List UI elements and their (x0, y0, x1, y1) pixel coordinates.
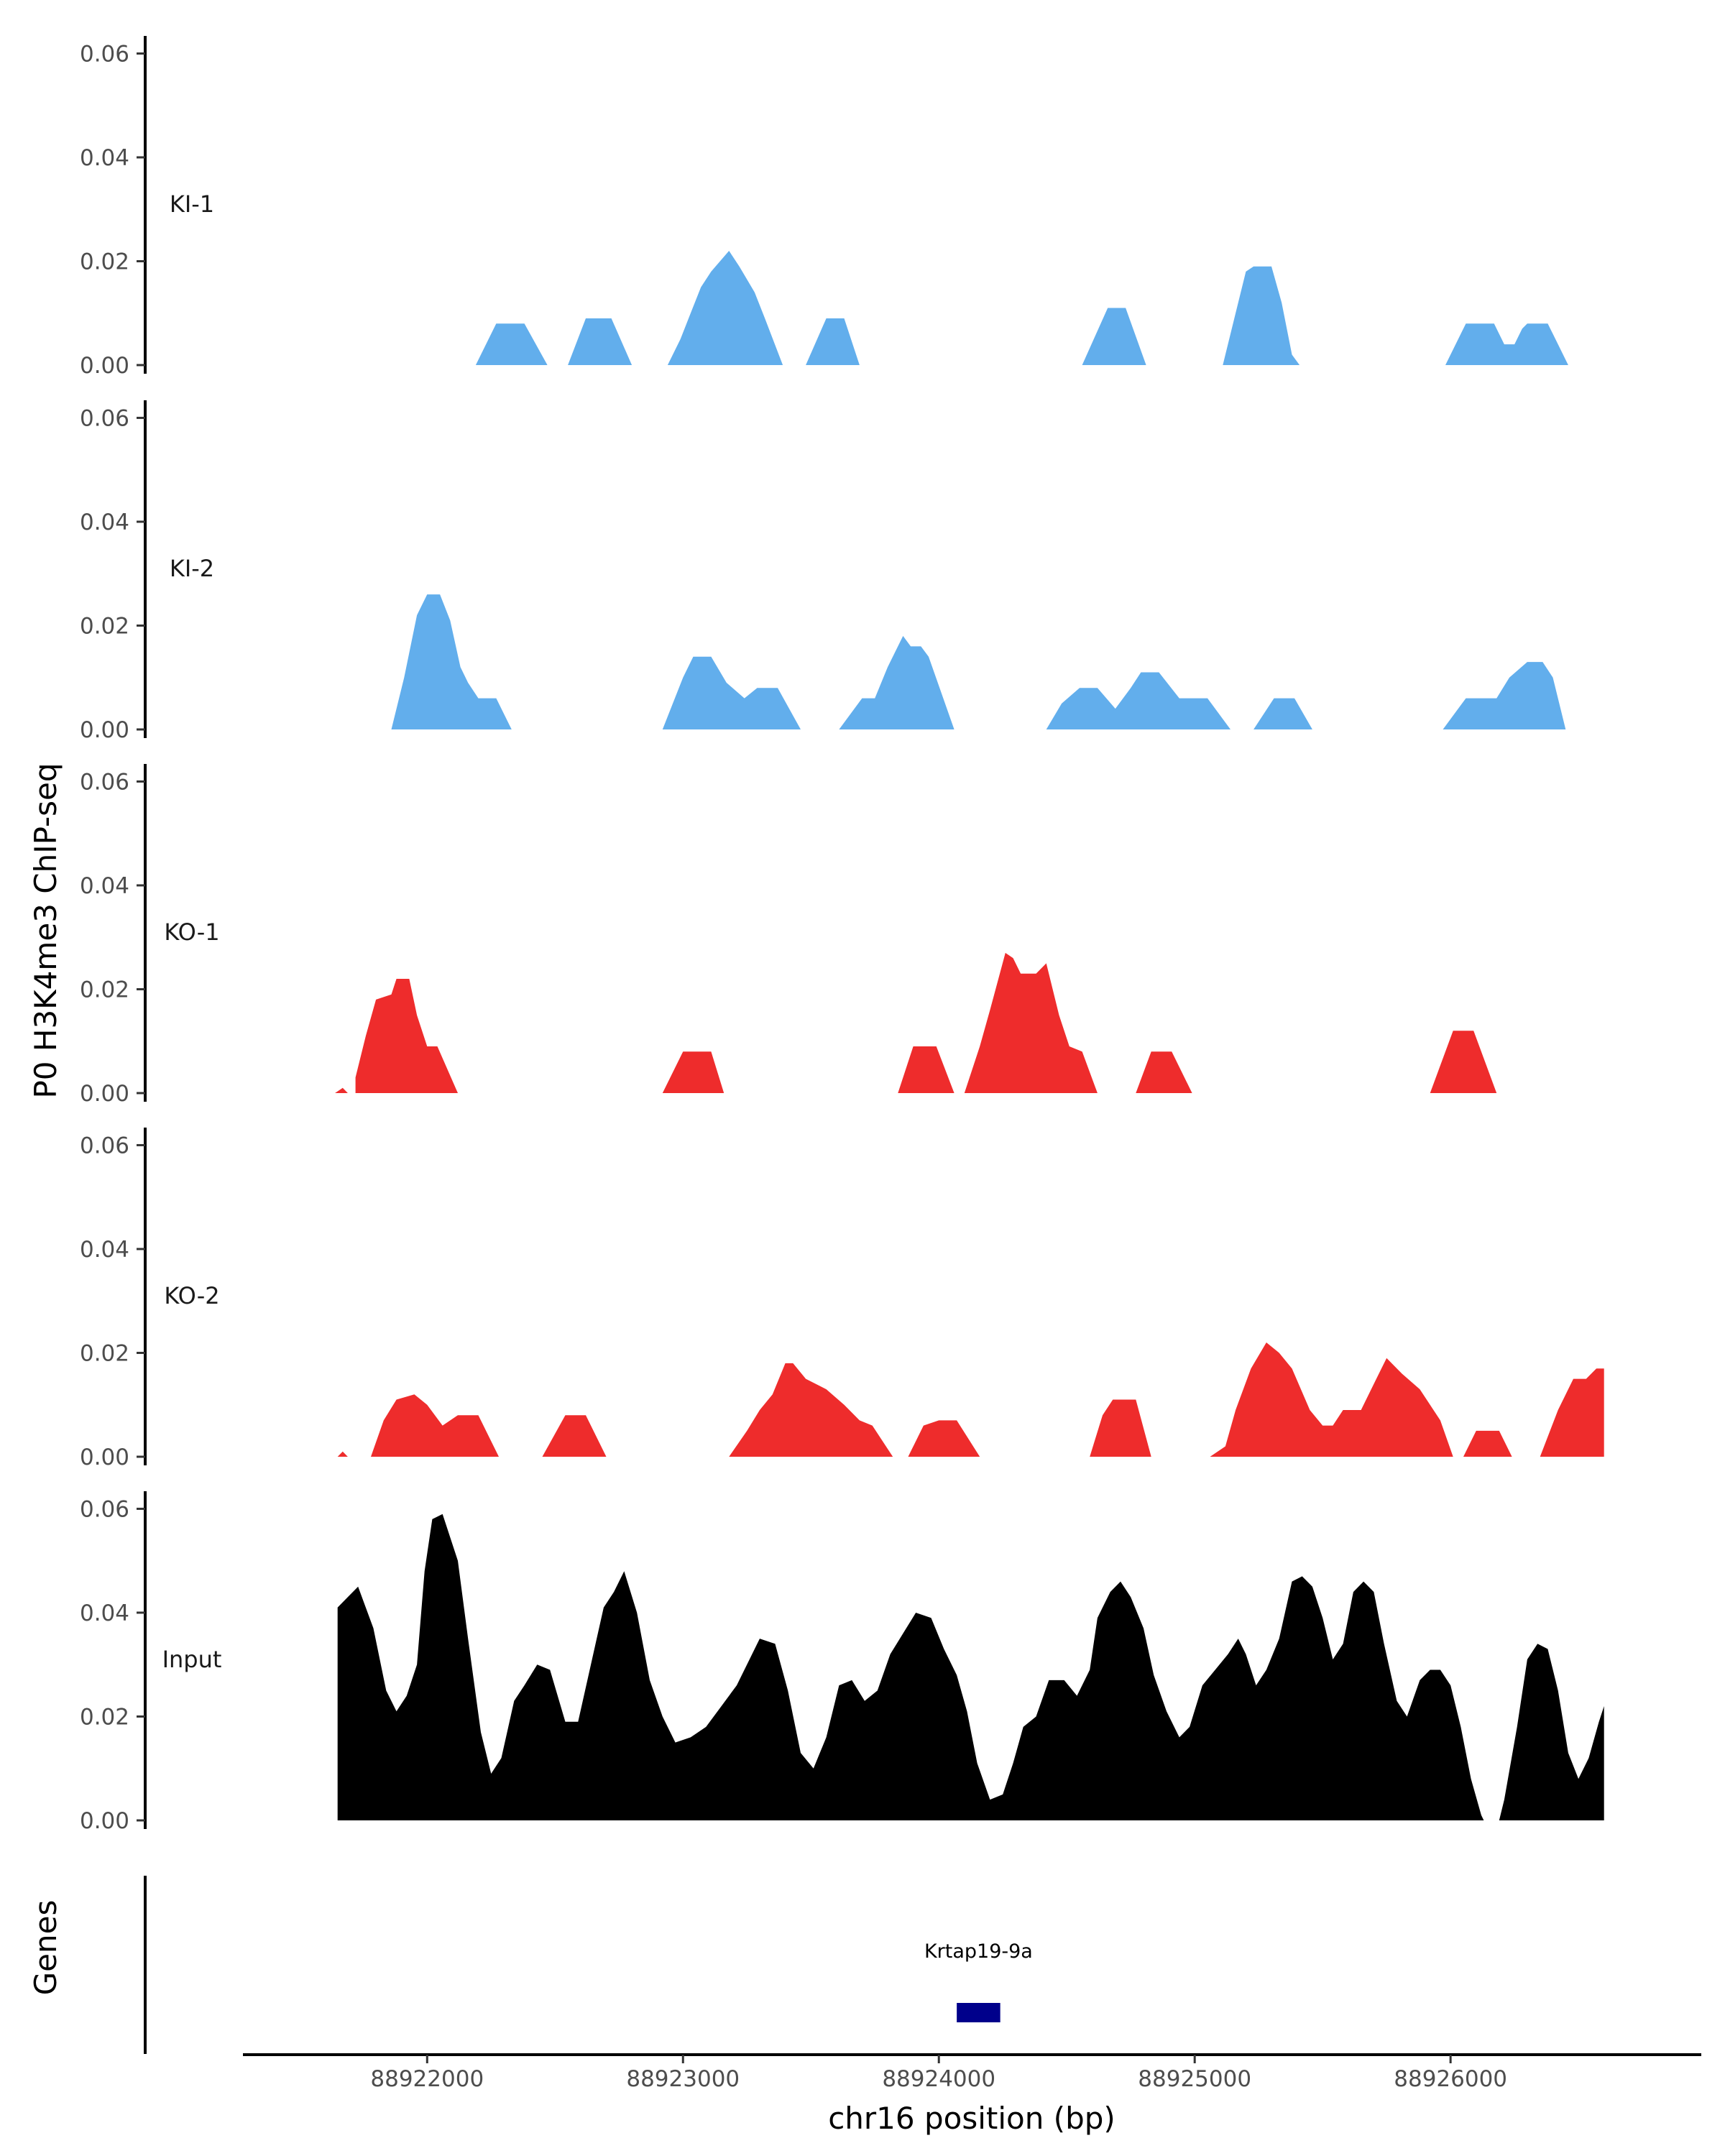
y-tick-label: 0.02 (80, 249, 129, 275)
y-tick-label: 0.02 (80, 1704, 129, 1730)
coverage-area (964, 952, 1098, 1093)
coverage-area (806, 318, 860, 365)
coverage-area (1463, 1430, 1512, 1457)
track-label: KO-1 (164, 918, 219, 946)
coverage-area (337, 1514, 1484, 1820)
x-tick-label: 88926000 (1394, 2066, 1507, 2092)
y-tick-label: 0.06 (80, 405, 129, 431)
y-tick-label: 0.04 (80, 145, 129, 171)
coverage-area (371, 1394, 499, 1457)
tracks: 0.00 0.02 0.04 0.06 KI-1 0.00 0.02 0.04 0.06 KI-2… (80, 36, 1604, 1834)
coverage-area (898, 1046, 954, 1093)
coverage-area (1223, 266, 1300, 365)
gene-label: Krtap19-9a (924, 1940, 1033, 1963)
coverage-area (1136, 1051, 1192, 1093)
y-tick-label: 0.06 (80, 769, 129, 795)
x-tick-label: 88924000 (882, 2066, 995, 2092)
genes-axis-title: Genes (28, 1900, 63, 1996)
coverage-area (337, 1451, 348, 1457)
x-axis: 88922000 88923000 88924000 88925000 88926000 (243, 2053, 1701, 2092)
track-label: KI-2 (170, 555, 214, 582)
coverage-area (908, 1420, 980, 1457)
coverage-area (667, 251, 783, 365)
y-tick-label: 0.00 (80, 353, 129, 379)
coverage-area (1046, 672, 1230, 729)
y-tick-label: 0.00 (80, 1445, 129, 1470)
genes-panel: Krtap19-9a (144, 1876, 1033, 2054)
y-tick-label: 0.04 (80, 510, 129, 535)
y-tick-label: 0.00 (80, 717, 129, 743)
y-axis-title: P0 H3K4me3 ChIP-seq (28, 763, 63, 1098)
coverage-area (1540, 1368, 1604, 1457)
y-tick-label: 0.00 (80, 1081, 129, 1107)
track-ko-2: 0.00 0.02 0.04 0.06 KO-2 (80, 1128, 1604, 1470)
coverage-area (1443, 662, 1566, 729)
y-tick-label: 0.00 (80, 1808, 129, 1834)
x-tick-label: 88925000 (1138, 2066, 1251, 2092)
coverage-area (335, 1087, 348, 1093)
coverage-area (729, 1363, 893, 1457)
coverage-area (1254, 698, 1312, 729)
y-tick-label: 0.02 (80, 977, 129, 1003)
track-label: KO-2 (164, 1282, 219, 1309)
track-input: 0.00 0.02 0.04 0.06 Input (80, 1491, 1604, 1834)
y-tick-label: 0.04 (80, 873, 129, 899)
y-tick-label: 0.02 (80, 1340, 129, 1366)
x-tick-label: 88922000 (370, 2066, 484, 2092)
coverage-area (475, 323, 548, 365)
coverage-area (1445, 323, 1568, 365)
coverage-area (391, 594, 512, 729)
x-tick-label: 88923000 (626, 2066, 740, 2092)
coverage-area (662, 1051, 724, 1093)
x-axis-title: chr16 position (bp) (828, 2101, 1116, 2136)
coverage-area (1210, 1342, 1453, 1457)
coverage-area (568, 318, 632, 365)
coverage-area (1090, 1399, 1151, 1457)
y-tick-label: 0.02 (80, 613, 129, 639)
y-tick-label: 0.04 (80, 1600, 129, 1626)
y-tick-label: 0.06 (80, 1133, 129, 1158)
track-label: Input (162, 1646, 222, 1673)
gene-body (957, 2003, 1000, 2022)
coverage-area (542, 1415, 607, 1457)
track-ko-1: 0.00 0.02 0.04 0.06 KO-1 (80, 764, 1497, 1107)
coverage-area (1499, 1644, 1604, 1820)
track-ki-2: 0.00 0.02 0.04 0.06 KI-2 (80, 400, 1566, 743)
coverage-area (839, 635, 954, 729)
track-label: KI-1 (170, 190, 214, 218)
coverage-area (355, 979, 458, 1093)
coverage-area (1430, 1031, 1497, 1093)
track-ki-1: 0.00 0.02 0.04 0.06 KI-1 (80, 36, 1568, 379)
y-tick-label: 0.06 (80, 41, 129, 67)
coverage-area (662, 656, 801, 729)
y-tick-label: 0.06 (80, 1496, 129, 1522)
coverage-area (1082, 308, 1146, 365)
y-tick-label: 0.04 (80, 1237, 129, 1263)
